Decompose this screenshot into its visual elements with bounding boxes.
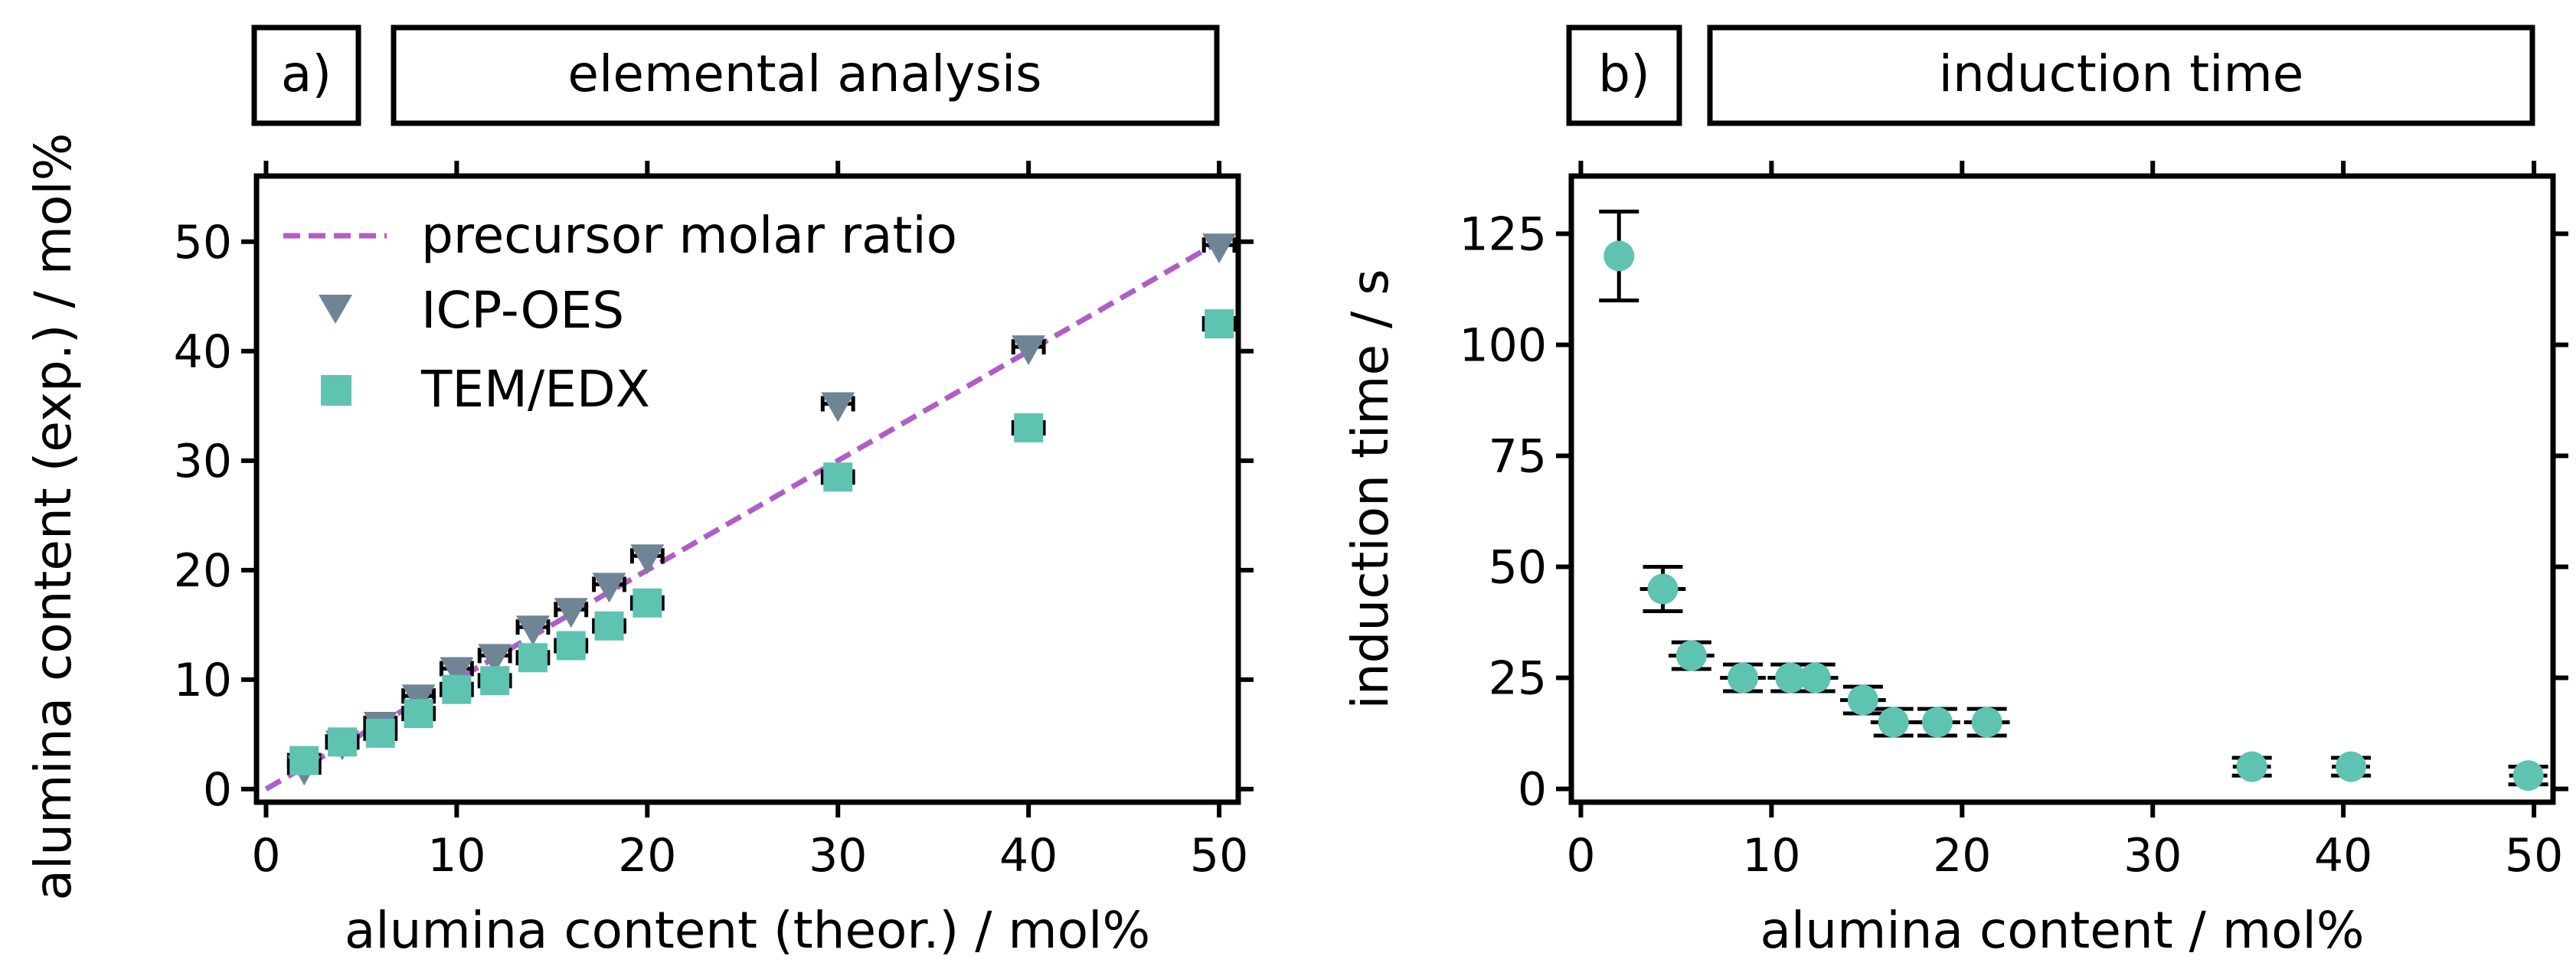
panel-a-markers	[287, 233, 1237, 786]
icp-oes-marker	[630, 544, 665, 575]
y-tick-label: 100	[1459, 318, 1547, 372]
y-tick-label: 0	[203, 763, 232, 817]
tem-edx-marker	[823, 462, 853, 492]
legend-triangle-swatch	[319, 295, 352, 324]
panel-a-legend: precursor molar ratio ICP-OES TEM/EDX	[283, 206, 957, 419]
x-tick-label: 30	[2123, 829, 2182, 883]
icp-oes-marker	[478, 644, 512, 674]
induction-time-marker	[1728, 662, 1759, 693]
x-tick-label: 50	[1190, 829, 1248, 883]
icp-oes-marker	[554, 598, 588, 628]
panel-b-ticks	[1556, 161, 2568, 817]
tem-edx-marker	[328, 727, 358, 757]
x-tick-label: 40	[2314, 829, 2372, 883]
tem-edx-marker	[480, 666, 510, 696]
legend-square-swatch	[321, 375, 351, 406]
panel-a-ticks	[241, 161, 1254, 817]
panel-a-label-box	[251, 24, 361, 126]
icp-oes-marker	[821, 392, 855, 423]
panel-b-markers	[1603, 240, 2544, 791]
x-tick-label: 10	[427, 829, 485, 883]
panel-a-y-axis-label: alumina content (exp.) / mol%	[24, 133, 83, 901]
y-tick-label: 25	[1489, 652, 1547, 706]
induction-time-marker	[1878, 707, 1909, 738]
y-tick-label: 20	[174, 544, 232, 598]
induction-time-marker	[1921, 707, 1953, 738]
induction-time-marker	[1675, 640, 1707, 671]
induction-time-marker	[1775, 662, 1806, 693]
x-tick-label: 40	[999, 829, 1058, 883]
icp-oes-marker	[1202, 233, 1237, 264]
tem-edx-marker	[442, 674, 472, 704]
panel-b-y-axis-label: induction time / s	[1341, 269, 1400, 709]
panel-b-plot: 0 10 20 30 40 50 0 25 50 75 100 125 alumina content…	[1341, 161, 2568, 960]
tem-edx-marker	[633, 588, 662, 618]
legend-label-tem: TEM/EDX	[420, 360, 650, 419]
panel-a-tick-labels: 0 10 20 30 40 50 0 10 20 30 40 50	[174, 216, 1249, 883]
y-tick-label: 30	[174, 435, 232, 488]
icp-oes-marker	[1012, 335, 1046, 366]
panel-a-title-box	[391, 24, 1220, 126]
y-tick-label: 50	[1489, 541, 1547, 595]
panel-a-label: a)	[281, 44, 332, 103]
y-tick-label: 75	[1489, 429, 1547, 483]
panel-a-plot: 0 10 20 30 40 50 0 10 20 30 40 50 precursor molar r…	[24, 133, 1254, 960]
panel-a-title: elemental analysis	[567, 44, 1041, 103]
induction-time-marker	[1800, 662, 1831, 693]
induction-time-marker	[2336, 751, 2367, 782]
induction-time-marker	[2512, 760, 2544, 791]
tem-edx-marker	[1205, 309, 1234, 339]
icp-oes-marker	[440, 657, 474, 687]
panel-b-error-bars	[1599, 209, 2548, 787]
panel-a-x-axis-label: alumina content (theor.) / mol%	[345, 901, 1150, 960]
panel-b-header: b) induction time	[1566, 24, 2535, 126]
panel-a-header: a) elemental analysis	[251, 24, 1220, 126]
x-tick-label: 10	[1742, 829, 1800, 883]
tem-edx-marker	[1014, 413, 1044, 442]
x-tick-label: 0	[251, 829, 280, 883]
induction-time-marker	[1603, 240, 1635, 272]
x-tick-label: 0	[1566, 829, 1595, 883]
tem-edx-marker	[556, 631, 586, 661]
x-tick-label: 50	[2505, 829, 2563, 883]
panel-b-label: b)	[1598, 44, 1650, 103]
x-tick-label: 30	[809, 829, 867, 883]
panel-b-title: induction time	[1939, 44, 2304, 103]
panel-b-label-box	[1566, 24, 1682, 126]
y-tick-label: 10	[174, 654, 232, 707]
legend-label-precursor: precursor molar ratio	[421, 206, 957, 265]
y-tick-label: 0	[1518, 763, 1547, 817]
induction-time-marker	[1971, 707, 2002, 738]
panel-b-x-axis-label: alumina content / mol%	[1760, 901, 2364, 960]
tem-edx-marker	[289, 746, 319, 775]
legend-label-icp: ICP-OES	[421, 281, 624, 340]
y-tick-label: 40	[174, 325, 232, 379]
y-tick-label: 125	[1459, 207, 1547, 261]
tem-edx-marker	[518, 643, 548, 673]
icp-oes-marker	[515, 615, 550, 646]
panel-b-frame	[1568, 173, 2556, 805]
panel-b-title-box	[1707, 24, 2535, 126]
induction-time-marker	[2236, 751, 2267, 782]
x-tick-label: 20	[1933, 829, 1991, 883]
y-tick-label: 50	[174, 216, 232, 269]
induction-time-marker	[1647, 573, 1679, 605]
icp-oes-marker	[592, 573, 626, 603]
tem-edx-marker	[594, 611, 624, 641]
panel-a-frame	[253, 173, 1241, 805]
tem-edx-marker	[404, 699, 433, 729]
tem-edx-marker	[365, 718, 395, 748]
induction-time-marker	[1847, 684, 1878, 716]
x-tick-label: 20	[618, 829, 676, 883]
panel-b-tick-labels: 0 10 20 30 40 50 0 25 50 75 100 125	[1459, 207, 2563, 883]
